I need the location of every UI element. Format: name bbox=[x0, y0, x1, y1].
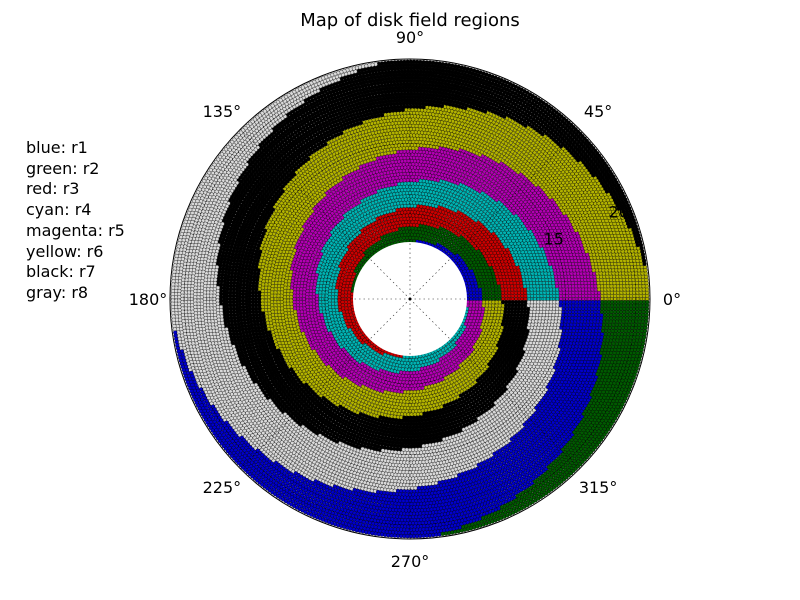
legend-entry-r5: magenta: r5 bbox=[26, 220, 125, 240]
legend-entry-r4: cyan: r4 bbox=[26, 200, 92, 220]
legend-entry-r3: red: r3 bbox=[26, 179, 80, 199]
legend-entry-r8: gray: r8 bbox=[26, 282, 89, 302]
legend-entry-r6: yellow: r6 bbox=[26, 241, 104, 261]
legend: blue: r1 green: r2 red: r3 cyan: r4 mage… bbox=[26, 138, 125, 304]
legend-entry-r1: blue: r1 bbox=[26, 138, 88, 157]
legend-entry-r2: green: r2 bbox=[26, 158, 100, 178]
spiral-points bbox=[170, 59, 650, 539]
legend-entry-r7: black: r7 bbox=[26, 262, 96, 282]
chart-title: Map of disk field regions bbox=[300, 10, 520, 31]
